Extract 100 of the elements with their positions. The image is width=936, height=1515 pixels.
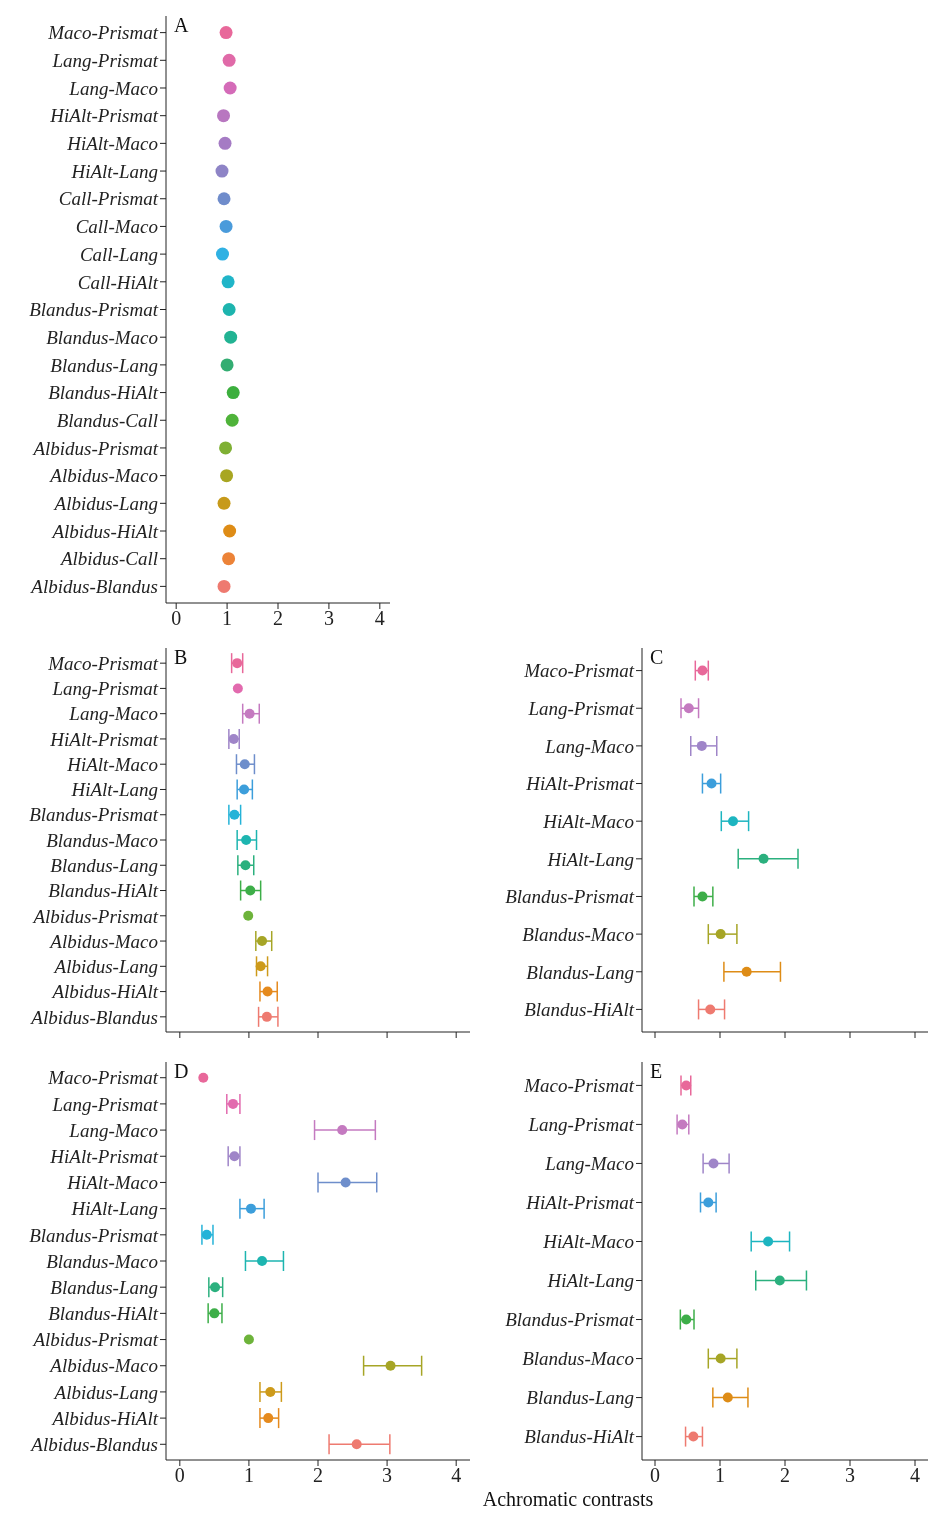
y-tick-label: Blandus-Prismat	[29, 1224, 159, 1246]
y-tick-label: Blandus-Prismat	[505, 1309, 635, 1331]
point	[763, 1236, 774, 1247]
point	[232, 683, 243, 694]
y-tick-label: Albidus-Prismat	[31, 905, 159, 927]
x-axis-title: Achromatic contrasts	[481, 1488, 655, 1511]
y-tick-label: Albidus-Blandus	[29, 1434, 158, 1456]
point	[683, 703, 694, 714]
point	[774, 1275, 785, 1286]
x-tick-label: 2	[313, 1464, 323, 1487]
point	[217, 579, 231, 593]
y-tick-label: Lang-Prismat	[51, 50, 159, 72]
y-tick-label: Lang-Maco	[68, 1119, 158, 1141]
y-tick-label: HiAlt-Prismat	[49, 728, 159, 750]
point	[257, 936, 268, 947]
point	[705, 1004, 716, 1015]
y-tick-label: HiAlt-Lang	[70, 779, 158, 801]
y-tick-label: Lang-Prismat	[527, 1114, 635, 1136]
y-tick-label: Albidus-Maco	[48, 465, 158, 487]
y-tick-label: Maco-Prismat	[47, 22, 159, 44]
y-tick-label: Call-Lang	[79, 243, 158, 265]
x-tick-label: 0	[650, 1464, 660, 1487]
point	[241, 835, 252, 845]
point	[677, 1119, 688, 1130]
point	[681, 1080, 692, 1091]
point	[217, 192, 231, 206]
point	[221, 275, 235, 289]
y-tick-label: Albidus-HiAlt	[50, 981, 159, 1003]
point	[229, 1151, 240, 1162]
point	[217, 109, 231, 123]
point	[337, 1125, 348, 1136]
y-tick-label: HiAlt-Prismat	[525, 773, 635, 795]
y-tick-label: Maco-Prismat	[523, 1075, 635, 1097]
point	[245, 1203, 256, 1214]
point	[225, 413, 239, 427]
y-tick-label: Blandus-Lang	[526, 961, 634, 983]
y-tick-label: Blandus-Lang	[50, 855, 158, 877]
point	[243, 910, 254, 921]
y-tick-label: Blandus-Maco	[46, 829, 158, 851]
point	[697, 665, 708, 676]
y-tick-label: Albidus-Call	[58, 548, 158, 570]
y-tick-label: Blandus-HiAlt	[524, 999, 635, 1021]
point	[198, 1072, 209, 1083]
point	[706, 778, 717, 789]
point	[708, 1158, 719, 1169]
y-tick-label: Blandus-Lang	[50, 354, 158, 376]
y-tick-label: Lang-Prismat	[51, 1093, 159, 1115]
y-tick-label: Blandus-Prismat	[505, 886, 635, 908]
point	[340, 1177, 351, 1188]
y-tick-label: HiAlt-Prismat	[49, 1146, 159, 1168]
y-tick-label: HiAlt-Lang	[70, 160, 158, 182]
point	[245, 885, 256, 896]
x-tick-label: 0	[171, 607, 182, 630]
y-tick-label: Blandus-HiAlt	[524, 1426, 635, 1448]
point	[223, 524, 237, 538]
point	[239, 784, 250, 795]
point	[243, 1334, 254, 1345]
y-tick-label: Albidus-Maco	[48, 930, 158, 952]
point	[228, 733, 239, 744]
y-tick-label: HiAlt-Prismat	[49, 105, 159, 127]
y-tick-label: Albidus-Lang	[52, 956, 158, 978]
y-tick-label: Albidus-Prismat	[31, 437, 159, 459]
point	[262, 986, 273, 997]
x-tick-label: 1	[222, 607, 233, 630]
point	[222, 303, 236, 316]
chart-title: A	[174, 14, 189, 37]
point	[201, 1229, 212, 1240]
x-tick-label: 0	[174, 1464, 185, 1487]
point	[696, 740, 707, 751]
y-tick-label: Maco-Prismat	[47, 1067, 159, 1089]
y-tick-label: Call-Maco	[75, 216, 158, 238]
x-tick-label: 4	[374, 607, 385, 630]
y-tick-label: Blandus-Call	[56, 410, 158, 431]
point	[209, 1308, 220, 1319]
point	[215, 164, 229, 178]
y-tick-label: Maco-Prismat	[523, 660, 635, 682]
point	[232, 658, 243, 669]
point	[210, 1282, 221, 1293]
y-tick-label: HiAlt-Maco	[542, 1231, 634, 1253]
x-tick-label: 2	[273, 607, 283, 630]
y-tick-label: Blandus-HiAlt	[48, 880, 159, 902]
y-tick-label: HiAlt-Maco	[66, 753, 158, 775]
y-tick-label: Lang-Maco	[68, 703, 158, 725]
y-tick-label: Albidus-Blandus	[29, 576, 158, 598]
point	[263, 1413, 274, 1424]
point	[217, 496, 231, 510]
x-tick-label: 3	[845, 1464, 855, 1487]
point	[741, 966, 752, 977]
x-tick-label: 4	[910, 1464, 920, 1487]
y-tick-label: Call-HiAlt	[77, 271, 159, 293]
point	[703, 1197, 714, 1208]
y-tick-label: Albidus-Prismat	[31, 1329, 159, 1351]
y-tick-label: Blandus-HiAlt	[48, 382, 159, 404]
y-tick-label: HiAlt-Prismat	[525, 1192, 635, 1214]
point	[226, 386, 240, 400]
point	[224, 330, 238, 344]
point	[222, 53, 236, 67]
point	[688, 1431, 699, 1442]
point	[229, 809, 240, 820]
y-tick-label: Blandus-Maco	[522, 1348, 634, 1370]
